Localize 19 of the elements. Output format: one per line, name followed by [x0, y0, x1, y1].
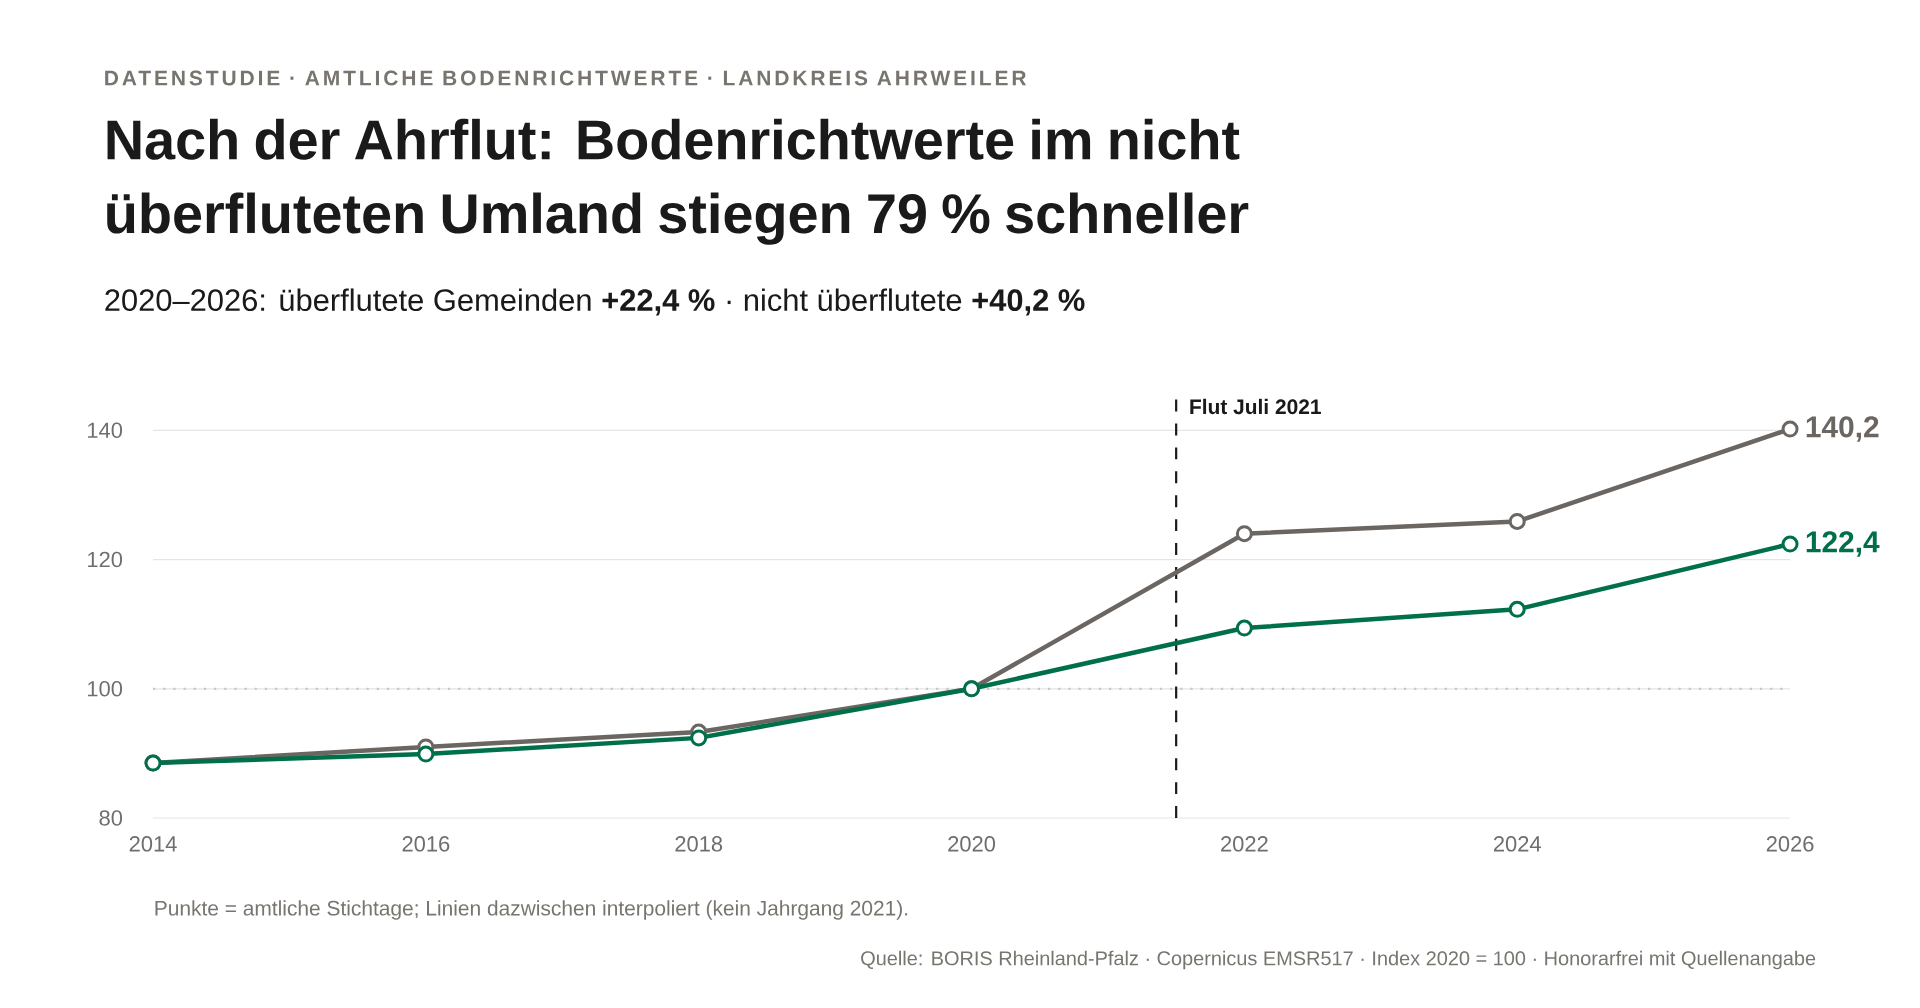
data-label: 140,2 — [1806, 416, 1879, 442]
data-label: 122,4 — [1806, 531, 1880, 557]
y-tick-label: 80 — [99, 810, 123, 826]
chart-subtitle: 2020–2026: überflutete Gemeinden +22,4 % · nicht überflutete +40,2 % — [105, 288, 1085, 316]
x-tick-label: 2022 — [1221, 836, 1268, 852]
x-tick-label: 2026 — [1766, 836, 1814, 852]
text: DATENSTUDIE · AMTLICHE BODENRICHTWERTE · LANDKREIS AHRWEILER — [105, 70, 1027, 86]
text: Punkte = amtliche Stichtage; Linien dazwischen interpoliert (kein Jahrgang 2021). — [155, 900, 908, 920]
y-tick-label: 100 — [88, 681, 123, 697]
source-note: Quelle: BORIS Rheinland-Pfalz · Copernicus EMSR517 · Index 2020 = 100 · Honorarfrei mit Quellenangabe — [861, 950, 1816, 970]
x-tick-label: 2024 — [1493, 836, 1541, 852]
x-tick-label: 2020 — [948, 836, 996, 852]
y-tick-label: 120 — [88, 551, 123, 568]
y-tick-label: 140 — [88, 422, 123, 439]
chart-title: Nach der Ahrflut: Bodenrichtwerte im nicht überfluteten Umland stiegen 79 % schneller — [107, 118, 1249, 245]
x-tick-label: 2014 — [129, 836, 177, 852]
x-tick-label: 2018 — [675, 836, 723, 852]
x-tick-label: 2016 — [402, 836, 450, 852]
ref-line-label: Flut Juli 2021 — [1190, 398, 1321, 415]
